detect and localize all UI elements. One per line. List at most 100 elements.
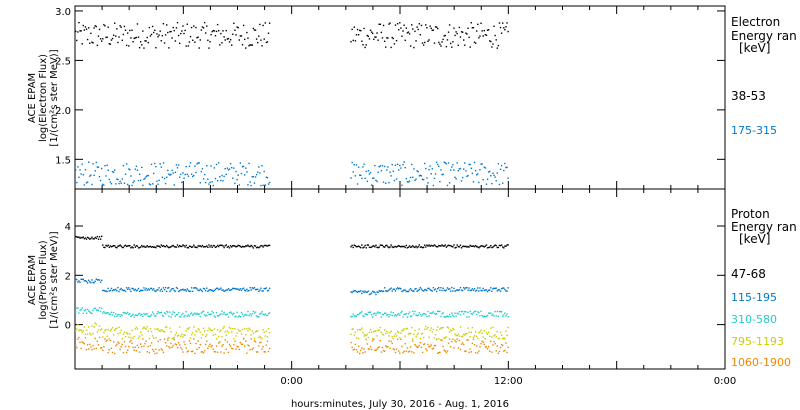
data-point [251, 313, 253, 315]
data-point [407, 246, 410, 248]
data-point [497, 246, 500, 249]
data-point [409, 176, 412, 179]
data-point [365, 170, 367, 173]
data-point [81, 341, 83, 343]
data-point [429, 312, 431, 315]
data-point [244, 246, 246, 248]
data-point [444, 337, 446, 339]
data-point [145, 246, 147, 248]
data-point [418, 288, 420, 291]
data-point [201, 290, 204, 293]
data-point [468, 163, 470, 166]
data-point [102, 38, 104, 40]
data-point [105, 36, 107, 39]
data-point [146, 289, 148, 291]
data-point [104, 165, 106, 167]
data-point [215, 30, 218, 33]
data-point [181, 314, 183, 316]
data-point [95, 278, 97, 280]
data-point [203, 350, 206, 352]
data-point [456, 244, 458, 246]
data-point [364, 46, 366, 49]
data-point [396, 338, 399, 341]
data-point [128, 168, 130, 170]
data-point [401, 184, 403, 186]
data-point [104, 312, 106, 314]
data-point [195, 171, 197, 174]
data-point [499, 26, 502, 29]
data-point [216, 351, 219, 354]
data-point [383, 350, 386, 353]
data-point [80, 347, 82, 350]
data-point [140, 246, 142, 248]
data-point [147, 41, 149, 44]
data-point [145, 340, 147, 342]
data-point [405, 244, 407, 247]
data-point [252, 175, 255, 178]
data-point [484, 315, 487, 318]
data-point [101, 167, 103, 170]
data-point [94, 236, 96, 239]
data-point [95, 25, 97, 28]
data-point [502, 344, 504, 347]
data-point [88, 237, 90, 239]
data-point [499, 310, 502, 313]
data-point [170, 331, 172, 333]
data-point [210, 33, 212, 36]
data-point [249, 286, 251, 289]
data-point [394, 245, 397, 248]
data-point [236, 332, 238, 335]
data-point [366, 34, 368, 37]
data-point [242, 24, 245, 27]
data-point [224, 313, 226, 315]
data-point [487, 289, 490, 291]
data-point [207, 290, 209, 293]
data-point [140, 314, 142, 316]
data-point [229, 311, 232, 313]
data-point [364, 244, 366, 247]
data-point [142, 246, 144, 248]
data-point [352, 313, 354, 315]
data-point [368, 331, 371, 334]
data-point [194, 246, 196, 248]
data-point [76, 346, 78, 349]
data-point [212, 244, 214, 247]
data-point [408, 180, 411, 182]
data-point [198, 162, 200, 164]
data-point [246, 314, 248, 316]
data-point [213, 289, 216, 292]
data-point [422, 343, 425, 346]
data-point [138, 173, 141, 176]
data-point [379, 290, 381, 292]
data-point [161, 245, 164, 247]
data-point [233, 245, 235, 247]
data-point [118, 36, 120, 38]
data-point [392, 348, 394, 350]
data-point [428, 39, 430, 41]
data-point [352, 290, 354, 293]
data-point [440, 327, 442, 329]
data-point [176, 287, 179, 290]
data-point [103, 345, 105, 348]
data-point [392, 288, 394, 290]
data-point [111, 171, 114, 173]
data-point [487, 246, 490, 249]
data-point [407, 181, 410, 183]
data-point [453, 244, 455, 246]
data-point [506, 334, 508, 337]
data-point [495, 350, 497, 352]
data-point [111, 326, 114, 329]
data-point [356, 28, 359, 31]
data-point [236, 288, 238, 290]
data-point [500, 164, 503, 167]
data-point [267, 350, 270, 353]
data-point [426, 27, 428, 29]
y-tick-label: 0 [65, 321, 71, 332]
data-point [224, 331, 226, 333]
data-point [248, 314, 250, 317]
data-point [379, 339, 381, 342]
data-point [199, 331, 201, 333]
data-point [472, 289, 475, 291]
data-point [233, 167, 235, 169]
data-point [244, 289, 246, 291]
